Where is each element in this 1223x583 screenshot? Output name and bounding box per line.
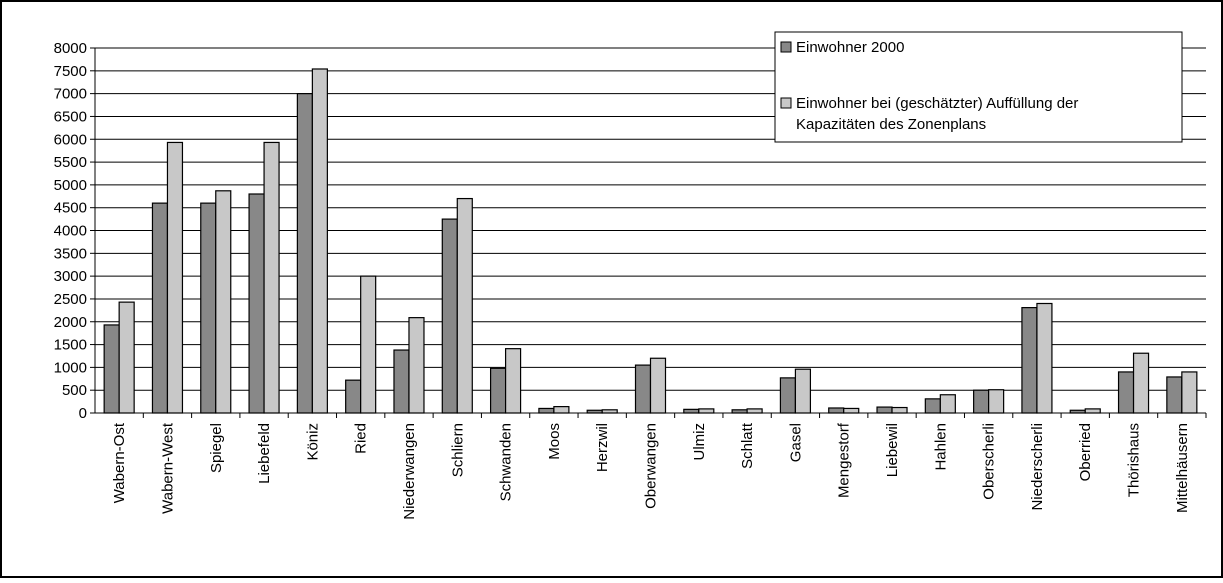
- bar-series-1: [634, 364, 652, 414]
- legend: Einwohner 2000 Einwohner bei (geschätzte…: [774, 31, 1183, 143]
- x-category-label: Köniz: [304, 423, 321, 461]
- bar-series-2: [166, 141, 184, 414]
- x-category-label: Spiegel: [208, 423, 225, 473]
- x-category-label: Mittelhäusern: [1174, 423, 1191, 513]
- bar-series-2: [988, 389, 1005, 414]
- bar-series-2: [215, 190, 232, 414]
- y-tick-label: 3500: [54, 245, 87, 262]
- y-tick-label: 1000: [54, 359, 87, 376]
- x-category-label: Ulmiz: [691, 423, 708, 461]
- x-category-label: Wabern-Ost: [111, 422, 128, 503]
- bar-series-2: [1132, 352, 1150, 414]
- y-tick-label: 0: [79, 405, 87, 422]
- bar-series-2: [746, 408, 763, 414]
- x-axis: Wabern-Ost Wabern-West Spiegel Liebefeld Kön…: [95, 412, 1207, 520]
- bar-series-2: [1181, 371, 1198, 414]
- bar-series-1: [924, 398, 941, 414]
- x-category-label: Oberried: [1077, 423, 1094, 481]
- bar-series-2: [118, 301, 135, 414]
- y-tick-label: 6000: [54, 131, 87, 148]
- bar-series-2: [263, 141, 280, 414]
- x-category-label: Schliern: [449, 423, 466, 477]
- y-tick-label: 8000: [54, 40, 87, 57]
- bar-series-1: [683, 408, 700, 414]
- bar-series-2: [794, 368, 812, 414]
- bar-series-2: [408, 317, 425, 414]
- bar-series-1: [200, 202, 217, 414]
- bar-series-1: [441, 218, 458, 414]
- bar-series-2: [456, 197, 473, 414]
- bar-series-1: [828, 407, 845, 414]
- x-category-label: Herzwil: [594, 423, 611, 472]
- bar-series-2: [649, 357, 667, 414]
- bar-series-1: [103, 324, 120, 414]
- bar-series-1: [296, 93, 313, 414]
- bar-series-2: [311, 68, 328, 414]
- bar-series-1: [1117, 371, 1135, 414]
- x-category-label: Oberscherli: [981, 423, 998, 500]
- x-category-label: Niederwangen: [401, 423, 418, 520]
- x-category-label: Schwanden: [498, 423, 515, 501]
- y-tick-label: 6500: [54, 108, 87, 125]
- y-tick-label: 1500: [54, 337, 87, 354]
- bar-series-1: [876, 406, 893, 414]
- x-category-label: Hahlen: [932, 423, 949, 471]
- x-category-label: Ried: [353, 423, 370, 454]
- bar-series-2: [891, 406, 908, 414]
- bar-series-1: [393, 349, 410, 414]
- x-category-label: Gasel: [787, 423, 804, 462]
- y-tick-label: 3000: [54, 268, 87, 285]
- y-tick-label: 2000: [54, 314, 87, 331]
- bar-series-2: [843, 407, 860, 414]
- legend-swatch-series-1: [780, 41, 792, 53]
- y-tick-label: 7000: [54, 86, 87, 103]
- bars: [103, 68, 1198, 414]
- bar-series-1: [538, 407, 555, 414]
- legend-swatch-series-2: [780, 97, 792, 109]
- bar-series-1: [248, 193, 265, 414]
- y-tick-label: 7500: [54, 63, 87, 80]
- x-category-label: Moos: [546, 423, 563, 460]
- bar-series-1: [973, 389, 990, 414]
- y-tick-label: 4500: [54, 200, 87, 217]
- x-category-label: Oberwangen: [643, 423, 660, 509]
- x-category-label: Mengestorf: [836, 422, 853, 498]
- bar-series-2: [1084, 408, 1101, 414]
- legend-label-series-1: Einwohner 2000: [796, 39, 904, 56]
- x-category-label: Wabern-West: [159, 422, 176, 514]
- bar-series-1: [1021, 307, 1038, 414]
- y-tick-label: 500: [62, 382, 87, 399]
- y-tick-label: 2500: [54, 291, 87, 308]
- bar-series-2: [939, 394, 956, 414]
- y-tick-label: 5500: [54, 154, 87, 171]
- bar-series-2: [553, 406, 570, 414]
- x-category-label: Thörishaus: [1126, 423, 1143, 497]
- y-tick-label: 4000: [54, 223, 87, 240]
- bar-series-1: [345, 379, 362, 414]
- bar-series-2: [1036, 302, 1053, 414]
- bar-series-2: [360, 275, 377, 414]
- y-axis: 0 500 1000 1500 2000 2500 3000 3500 4000 4500 5000…: [54, 40, 96, 422]
- bar-series-2: [504, 348, 522, 414]
- y-tick-label: 5000: [54, 177, 87, 194]
- x-category-label: Liebewil: [884, 423, 901, 477]
- bar-series-2: [698, 408, 715, 414]
- x-category-label: Schlatt: [739, 422, 756, 469]
- bar-series-1: [779, 377, 797, 414]
- bar-series-1: [1166, 376, 1183, 414]
- x-category-label: Niederscherli: [1029, 423, 1046, 511]
- bar-series-1: [489, 367, 507, 414]
- legend-label-series-2: Einwohner bei (geschätzter) Auffüllung d…: [796, 95, 1083, 133]
- gridlines: [95, 47, 1206, 391]
- legend-box: [774, 31, 1183, 143]
- bar-series-1: [151, 202, 169, 414]
- x-category-label: Liebefeld: [256, 423, 273, 484]
